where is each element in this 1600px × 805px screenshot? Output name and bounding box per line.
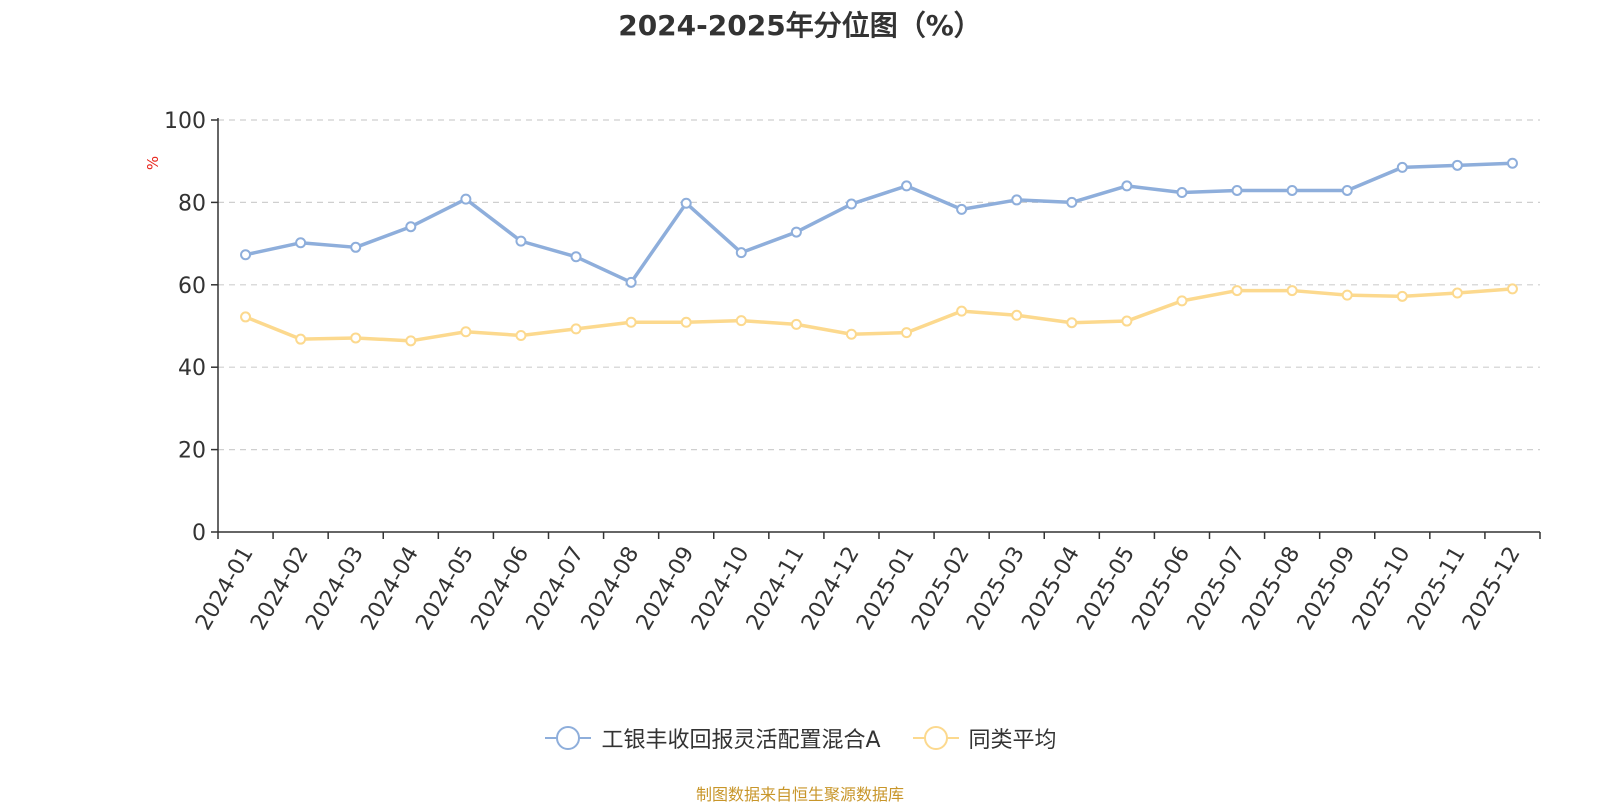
data-point <box>1506 283 1518 295</box>
data-point <box>1341 184 1353 196</box>
data-point <box>1011 194 1023 206</box>
legend: 工银丰收回报灵活配置混合A 同类平均 <box>0 722 1600 754</box>
legend-item[interactable]: 工银丰收回报灵活配置混合A <box>543 722 881 754</box>
data-point <box>1121 180 1133 192</box>
data-point <box>405 335 417 347</box>
data-point <box>1011 309 1023 321</box>
data-point <box>460 326 472 338</box>
y-axis-unit-label: % <box>144 156 162 170</box>
data-point <box>790 226 802 238</box>
legend-marker <box>545 726 592 750</box>
data-point <box>735 315 747 327</box>
data-point <box>405 221 417 233</box>
legend-marker <box>912 726 959 750</box>
data-point <box>1066 317 1078 329</box>
data-point <box>1451 287 1463 299</box>
data-point <box>1451 159 1463 171</box>
data-point <box>1176 187 1188 199</box>
y-tick-label: 60 <box>178 274 206 299</box>
data-point <box>240 311 252 323</box>
legend-label: 同类平均 <box>968 728 1057 753</box>
data-point <box>570 251 582 263</box>
y-tick-label: 40 <box>178 356 206 381</box>
legend-label: 工银丰收回报灵活配置混合A <box>601 728 881 753</box>
series-line <box>244 287 1513 343</box>
data-point <box>1231 184 1243 196</box>
data-point <box>1121 315 1133 327</box>
axes: 0204060801002024-012024-022024-032024-04… <box>164 109 1541 635</box>
y-tick-label: 0 <box>192 521 206 546</box>
data-point <box>295 333 307 345</box>
chart-title: 2024-2025年分位图（%） <box>618 9 982 42</box>
data-point <box>515 329 527 341</box>
data-point <box>1286 184 1298 196</box>
data-point <box>625 276 637 288</box>
data-point <box>1341 289 1353 301</box>
data-point <box>350 332 362 344</box>
data-point <box>1396 290 1408 302</box>
data-point <box>240 249 252 261</box>
series-lines <box>240 157 1518 347</box>
data-point <box>790 318 802 330</box>
data-point <box>735 247 747 259</box>
data-point <box>956 305 968 317</box>
legend-item[interactable]: 同类平均 <box>911 722 1057 754</box>
data-point <box>845 198 857 210</box>
data-point <box>515 235 527 247</box>
y-tick-label: 20 <box>178 439 206 464</box>
series-line <box>245 161 1513 285</box>
data-point <box>1396 161 1408 173</box>
data-point <box>295 237 307 249</box>
source-note: 制图数据来自恒生聚源数据库 <box>695 785 904 804</box>
data-point <box>1066 196 1078 208</box>
y-tick-label: 100 <box>164 109 206 134</box>
data-point <box>1231 285 1243 297</box>
data-point <box>680 316 692 328</box>
data-point <box>460 193 472 205</box>
data-point <box>845 328 857 340</box>
data-point <box>901 327 913 339</box>
grid-lines <box>218 119 1540 451</box>
data-point <box>1286 285 1298 297</box>
data-point <box>570 323 582 335</box>
data-point <box>1176 295 1188 307</box>
data-point <box>350 241 362 253</box>
data-point <box>625 316 637 328</box>
y-tick-label: 80 <box>178 191 206 216</box>
data-point <box>956 203 968 215</box>
data-point <box>1506 157 1518 169</box>
data-point <box>680 197 692 209</box>
data-point <box>901 180 913 192</box>
